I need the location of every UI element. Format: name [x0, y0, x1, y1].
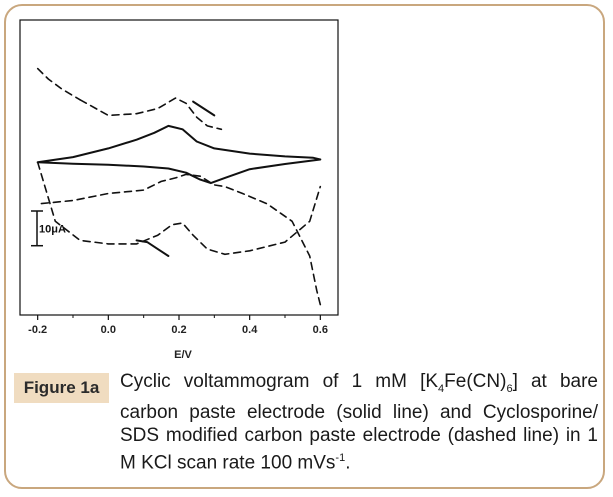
plot-border [19, 19, 339, 316]
series-line-4 [36, 67, 81, 101]
figure-label: Figure 1a [14, 373, 109, 403]
voltammogram-chart: -0.2 0.0 0.2 0.4 0.6 10μA E/V [19, 19, 339, 361]
x-tick-label: 0.2 [171, 324, 186, 336]
series-line-7 [192, 100, 216, 117]
series-line-6 [135, 239, 170, 257]
scale-bar: 10μA [31, 210, 66, 247]
x-axis-title: E/V [174, 349, 192, 361]
plot-area: -0.2 0.0 0.2 0.4 0.6 10μA E/V [19, 19, 339, 361]
series-layer [36, 67, 322, 306]
x-tick-label: -0.2 [28, 324, 47, 336]
scale-bar-label: 10μA [39, 223, 66, 235]
x-tick-label: 0.6 [313, 324, 328, 336]
x-tick-label: 0.4 [242, 324, 258, 336]
x-axis-ticks: -0.2 0.0 0.2 0.4 0.6 [28, 315, 328, 336]
caption-part-2: Fe(CN) [444, 371, 507, 392]
caption-subscript-1: 4 [438, 382, 445, 395]
figure-caption: Cyclic voltammogram of 1 mM [K4Fe(CN)6] … [120, 370, 598, 474]
series-line-3 [36, 173, 322, 306]
series-line-2 [36, 161, 322, 256]
caption-part-1: Cyclic voltammogram of 1 mM [K [120, 371, 439, 392]
x-tick-label: 0.0 [101, 324, 116, 336]
caption-part-3: ] at bare carbon paste electrode (solid … [120, 371, 598, 474]
caption-superscript: -1 [335, 451, 346, 464]
caption-subscript-2: 6 [506, 382, 513, 395]
series-line-5 [79, 97, 223, 131]
series-line-1 [36, 124, 322, 185]
caption-part-4: . [345, 452, 351, 474]
